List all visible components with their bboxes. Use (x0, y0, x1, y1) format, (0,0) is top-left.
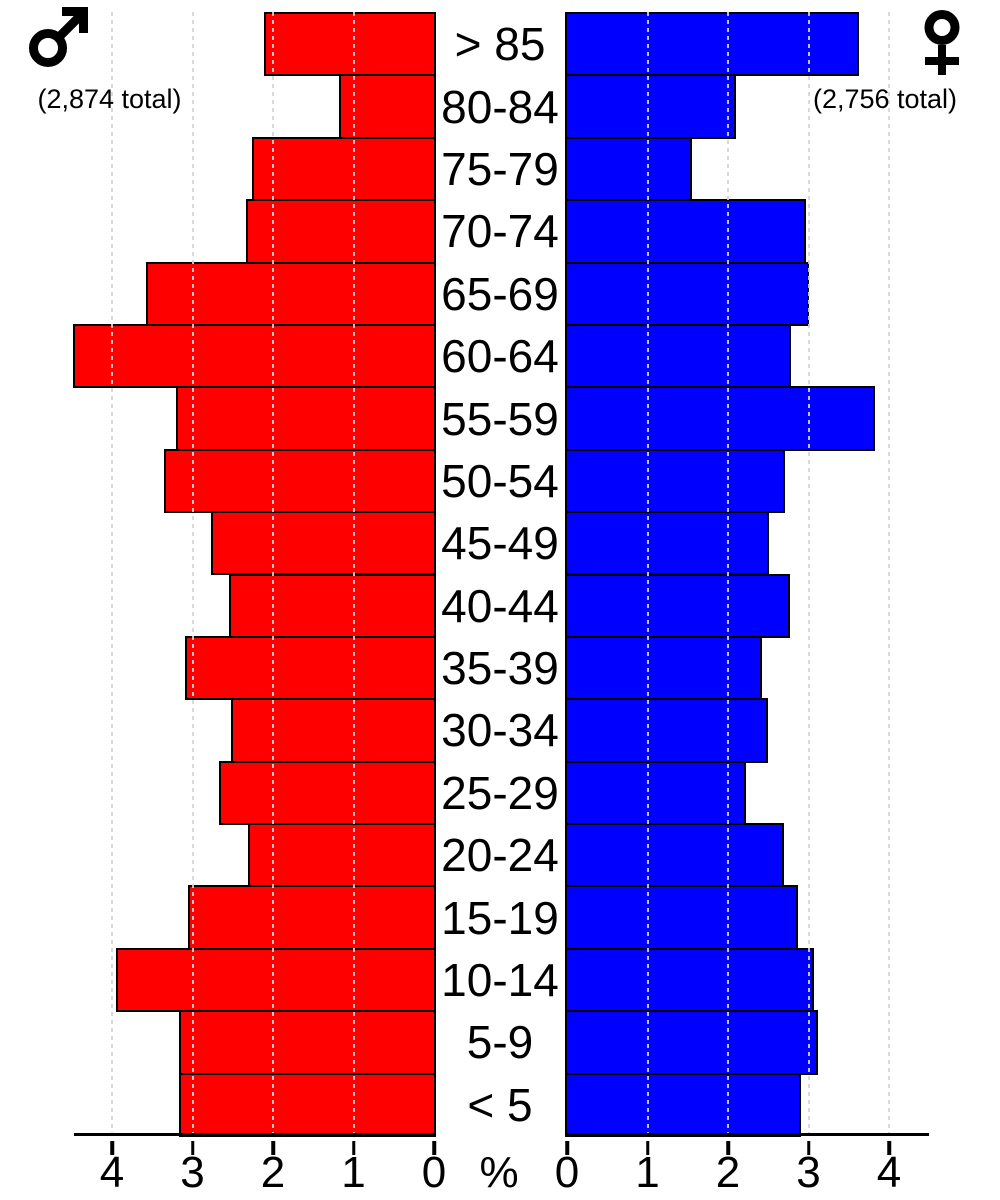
x-tick-right-0 (565, 1141, 569, 1155)
male-bar-25-29 (219, 760, 436, 826)
male-total-label: (2,874 total) (37, 84, 182, 114)
female-bar-> 85 (565, 12, 859, 77)
age-label-70-74: 70-74 (441, 205, 559, 258)
x-tick-label-right-2: 2 (715, 1148, 741, 1197)
x-tick-label-left-0: 0 (421, 1148, 447, 1197)
female-bar-5-9 (565, 1010, 818, 1075)
age-label-25-29: 25-29 (441, 766, 559, 819)
male-bar-70-74 (246, 199, 436, 264)
female-bar-50-54 (565, 448, 785, 514)
x-tick-left-1 (351, 1141, 356, 1155)
age-label-15-19: 15-19 (441, 891, 559, 944)
age-label-50-54: 50-54 (441, 454, 559, 507)
female-bar-35-39 (565, 635, 762, 701)
male-bar-60-64 (73, 323, 436, 389)
age-label-55-59: 55-59 (441, 392, 559, 445)
x-tick-label-left-3: 3 (180, 1148, 205, 1197)
age-label-60-64: 60-64 (441, 330, 559, 383)
gridline-right-3 (807, 12, 810, 1133)
female-bar-10-14 (565, 947, 814, 1013)
x-tick-right-1 (645, 1141, 650, 1155)
gridline-left-4 (111, 12, 113, 1133)
x-tick-right-2 (726, 1141, 730, 1155)
male-mars-icon (29, 7, 88, 67)
male-bar-65-69 (146, 261, 436, 326)
female-bar-75-79 (565, 136, 692, 202)
female-bar-30-34 (565, 698, 768, 763)
x-tick-left-2 (271, 1141, 275, 1155)
gridline-left-2 (272, 12, 274, 1133)
x-tick-label-left-2: 2 (260, 1148, 286, 1197)
female-bar-65-69 (565, 261, 809, 326)
male-bar-30-34 (231, 698, 436, 763)
female-bar-55-59 (565, 386, 875, 451)
male-bar-< 5 (179, 1072, 436, 1137)
male-bar-5-9 (179, 1010, 436, 1075)
female-bar-20-24 (565, 823, 784, 888)
male-bar-55-59 (176, 386, 436, 451)
x-tick-label-right-0: 0 (554, 1148, 580, 1197)
gridline-right-1 (646, 12, 649, 1133)
age-label-> 85: > 85 (454, 18, 546, 71)
male-bar-50-54 (164, 448, 436, 514)
male-bar-20-24 (248, 823, 436, 888)
female-total-label: (2,756 total) (812, 84, 958, 114)
male-bar-> 85 (264, 12, 436, 77)
age-label-< 5: < 5 (467, 1078, 533, 1131)
gridline-right-4 (888, 12, 890, 1133)
x-axis-line-left (74, 1133, 436, 1136)
gridline-right-2 (727, 12, 729, 1133)
x-tick-label-left-1: 1 (341, 1148, 366, 1197)
gridline-left-3 (191, 12, 194, 1133)
male-bar-35-39 (185, 635, 436, 701)
age-label-80-84: 80-84 (441, 80, 559, 133)
x-tick-left-3 (190, 1141, 195, 1155)
female-bar-< 5 (565, 1072, 801, 1137)
female-bar-15-19 (565, 885, 798, 950)
female-bar-25-29 (565, 760, 746, 826)
x-tick-label-right-1: 1 (635, 1148, 660, 1197)
x-tick-left-0 (432, 1141, 436, 1155)
female-bar-45-49 (565, 511, 769, 576)
age-label-20-24: 20-24 (441, 829, 559, 882)
female-bar-70-74 (565, 199, 806, 264)
female-venus-icon (924, 10, 960, 75)
male-bar-45-49 (211, 511, 436, 576)
age-label-45-49: 45-49 (441, 517, 559, 570)
gridline-left-1 (352, 12, 355, 1133)
x-tick-left-4 (110, 1141, 114, 1155)
x-axis-line-right (565, 1133, 929, 1136)
female-bar-40-44 (565, 573, 790, 638)
x-tick-right-4 (887, 1141, 891, 1155)
male-bar-75-79 (252, 136, 436, 202)
x-tick-label-right-3: 3 (796, 1148, 821, 1197)
age-label-40-44: 40-44 (441, 579, 559, 632)
x-tick-right-3 (806, 1141, 811, 1155)
x-tick-label-left-4: 4 (99, 1148, 125, 1197)
female-bar-80-84 (565, 74, 736, 139)
x-tick-label-right-4: 4 (876, 1148, 902, 1197)
age-label-35-39: 35-39 (441, 642, 559, 695)
age-label-5-9: 5-9 (466, 1016, 534, 1069)
male-bar-15-19 (188, 885, 436, 950)
x-axis-unit-label: % (479, 1148, 519, 1197)
age-label-65-69: 65-69 (441, 267, 559, 320)
age-label-10-14: 10-14 (441, 954, 559, 1007)
female-bar-60-64 (565, 323, 791, 389)
age-label-30-34: 30-34 (441, 704, 559, 757)
male-bar-40-44 (229, 573, 436, 638)
age-label-75-79: 75-79 (441, 142, 559, 195)
male-bar-10-14 (116, 947, 436, 1013)
